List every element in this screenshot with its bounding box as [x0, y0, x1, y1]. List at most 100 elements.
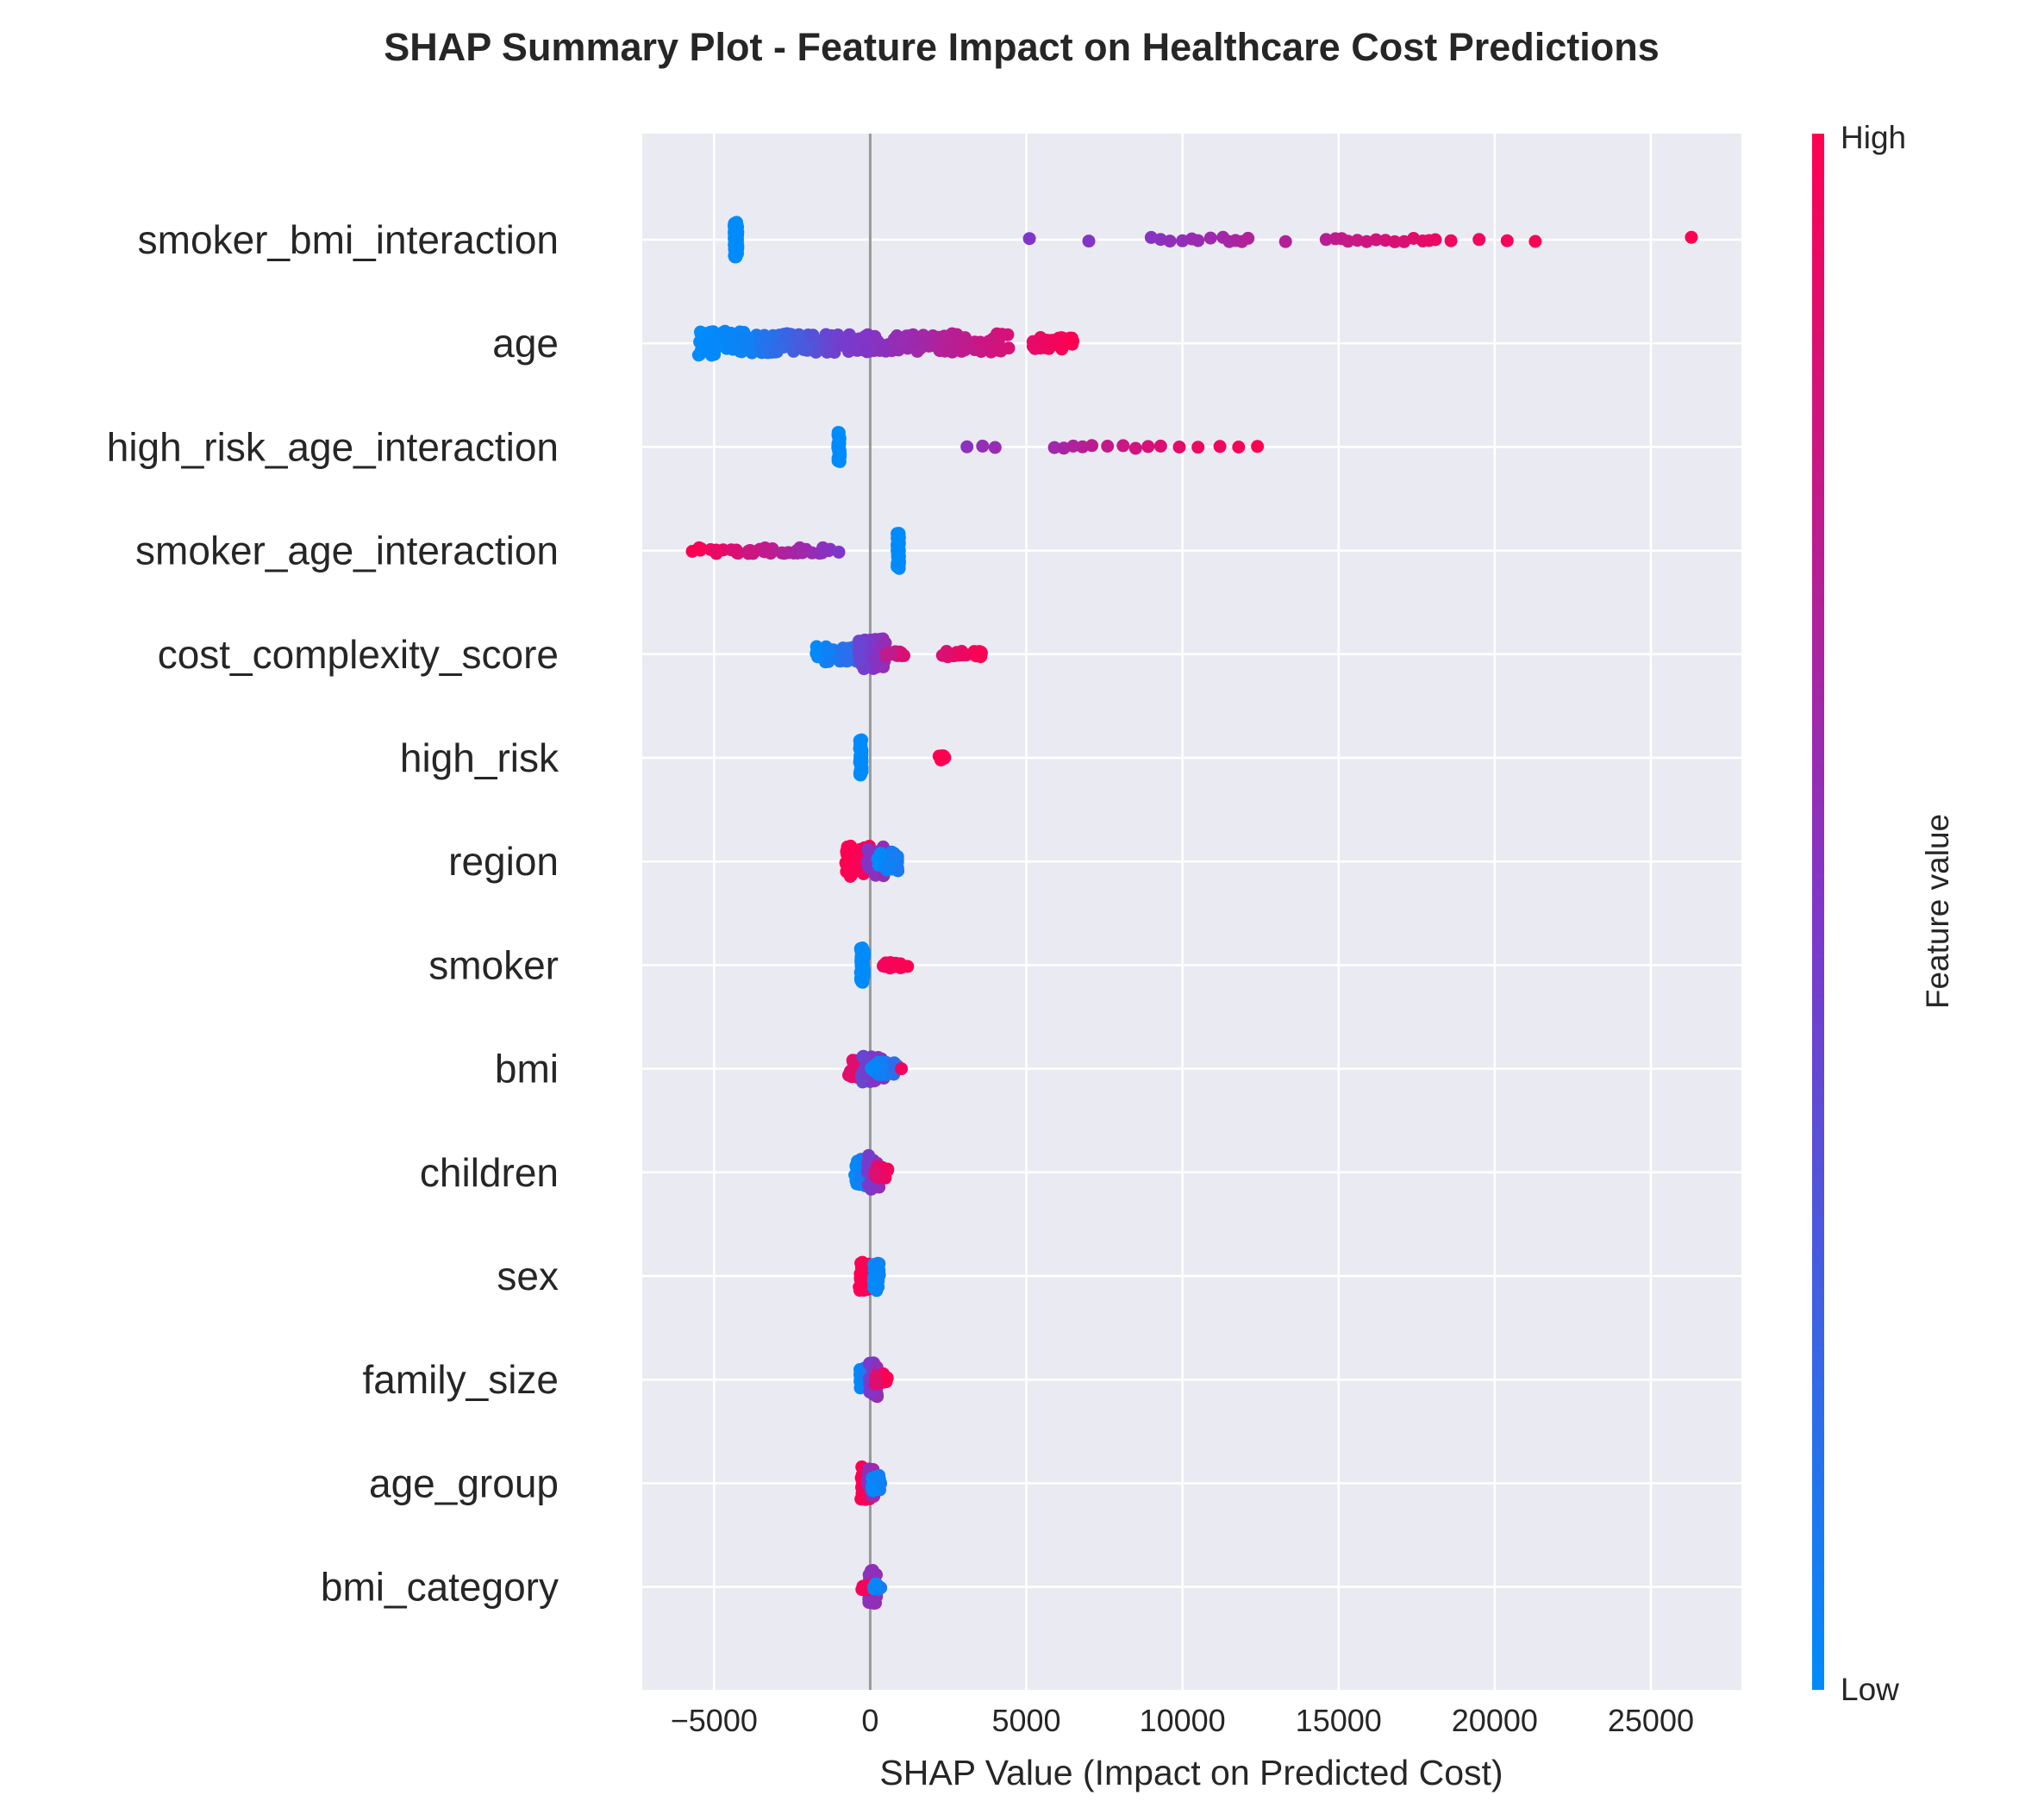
x-tick-label: 20000	[1452, 1703, 1538, 1738]
shap-point	[849, 1159, 863, 1173]
shap-point	[853, 653, 866, 666]
shap-point	[1369, 233, 1383, 247]
feature-label: family_size	[362, 1357, 559, 1402]
shap-point	[991, 343, 1005, 357]
shap-point	[839, 644, 853, 658]
shap-point	[1141, 440, 1155, 454]
shap-point	[853, 1273, 867, 1286]
shap-point	[880, 1371, 894, 1385]
shap-point	[685, 545, 699, 558]
feature-label: smoker_bmi_interaction	[138, 217, 559, 262]
shap-point	[854, 751, 868, 765]
feature-label: bmi	[495, 1047, 559, 1092]
shap-point	[855, 733, 869, 747]
x-tick-labels: −5000 0 5000 10000 15000 20000 25000	[671, 1703, 1694, 1738]
shap-point	[778, 547, 791, 560]
x-tick-label: 25000	[1608, 1703, 1694, 1738]
shap-point	[1500, 234, 1514, 247]
shap-point	[1163, 235, 1177, 248]
shap-point	[1203, 231, 1217, 245]
x-tick-label: 0	[861, 1703, 878, 1738]
shap-point	[1047, 441, 1061, 454]
shap-point	[820, 645, 834, 659]
colorbar-high-label: High	[1841, 120, 1906, 155]
shap-point	[831, 442, 845, 456]
shap-point	[865, 1594, 878, 1608]
shap-point	[869, 1579, 883, 1593]
shap-point	[853, 765, 867, 779]
plot-area	[642, 134, 1741, 1690]
x-tick-label: 5000	[991, 1703, 1060, 1738]
shap-point	[709, 543, 723, 557]
feature-label: smoker_age_interaction	[135, 529, 559, 573]
shap-point	[1172, 441, 1186, 454]
shap-point	[1002, 341, 1016, 355]
shap-point	[1319, 233, 1333, 247]
shap-point	[832, 433, 846, 447]
shap-point	[856, 1262, 870, 1276]
feature-label: bmi_category	[321, 1565, 559, 1610]
shap-point	[746, 544, 759, 558]
shap-point	[1022, 232, 1036, 246]
shap-point	[1251, 440, 1265, 454]
shap-point	[1278, 235, 1292, 248]
shap-point	[941, 339, 954, 353]
shap-point	[1685, 230, 1698, 244]
shap-point	[769, 345, 783, 359]
shap-point	[845, 864, 859, 878]
shap-point	[958, 343, 972, 357]
shap-point	[1085, 439, 1099, 453]
shap-point	[822, 544, 835, 558]
shap-point	[694, 325, 707, 339]
shap-point	[856, 1050, 870, 1064]
x-tick-label: 10000	[1140, 1703, 1226, 1738]
shap-point	[855, 961, 869, 975]
shap-point	[896, 334, 909, 347]
shap-point	[791, 330, 804, 344]
shap-point	[883, 646, 897, 660]
shap-point	[709, 342, 722, 355]
shap-point	[976, 439, 990, 453]
chart-title: SHAP Summary Plot - Feature Impact on He…	[384, 25, 1660, 69]
x-tick-label: 15000	[1296, 1703, 1382, 1738]
feature-label: age	[492, 321, 559, 366]
feature-label: smoker	[428, 942, 559, 987]
shap-point	[866, 1484, 879, 1498]
shap-point	[1047, 336, 1061, 349]
shap-point	[809, 647, 823, 660]
shap-point	[891, 533, 905, 547]
shap-point	[1528, 235, 1542, 248]
shap-point	[895, 1062, 909, 1076]
shap-point	[969, 649, 983, 663]
shap-point	[854, 944, 868, 957]
shap-point	[892, 550, 906, 563]
shap-point	[895, 649, 909, 663]
shap-point	[1232, 441, 1246, 454]
shap-point	[832, 545, 846, 559]
colorbar-low-label: Low	[1841, 1672, 1899, 1707]
shap-point	[868, 1166, 882, 1179]
shap-point	[796, 546, 809, 560]
shap-point	[1241, 231, 1255, 245]
shap-point	[1191, 441, 1205, 454]
shap-point	[867, 1060, 880, 1073]
x-tick-label: −5000	[671, 1703, 758, 1738]
shap-point	[885, 959, 899, 973]
shap-point	[1153, 439, 1167, 453]
shap-point	[864, 1182, 878, 1196]
shap-point	[871, 852, 884, 866]
colorbar	[1812, 134, 1824, 1690]
shap-point	[882, 857, 896, 871]
feature-label: cost_complexity_score	[158, 632, 559, 677]
shap-point	[1035, 335, 1049, 349]
shap-point	[988, 441, 1002, 454]
shap-point	[805, 546, 819, 560]
shap-point	[926, 329, 940, 342]
shap-point	[870, 1284, 884, 1298]
x-axis-label: SHAP Value (Impact on Predicted Cost)	[879, 1753, 1503, 1792]
shap-point	[1066, 335, 1080, 347]
shap-point	[759, 541, 772, 554]
shap-point	[691, 348, 705, 362]
